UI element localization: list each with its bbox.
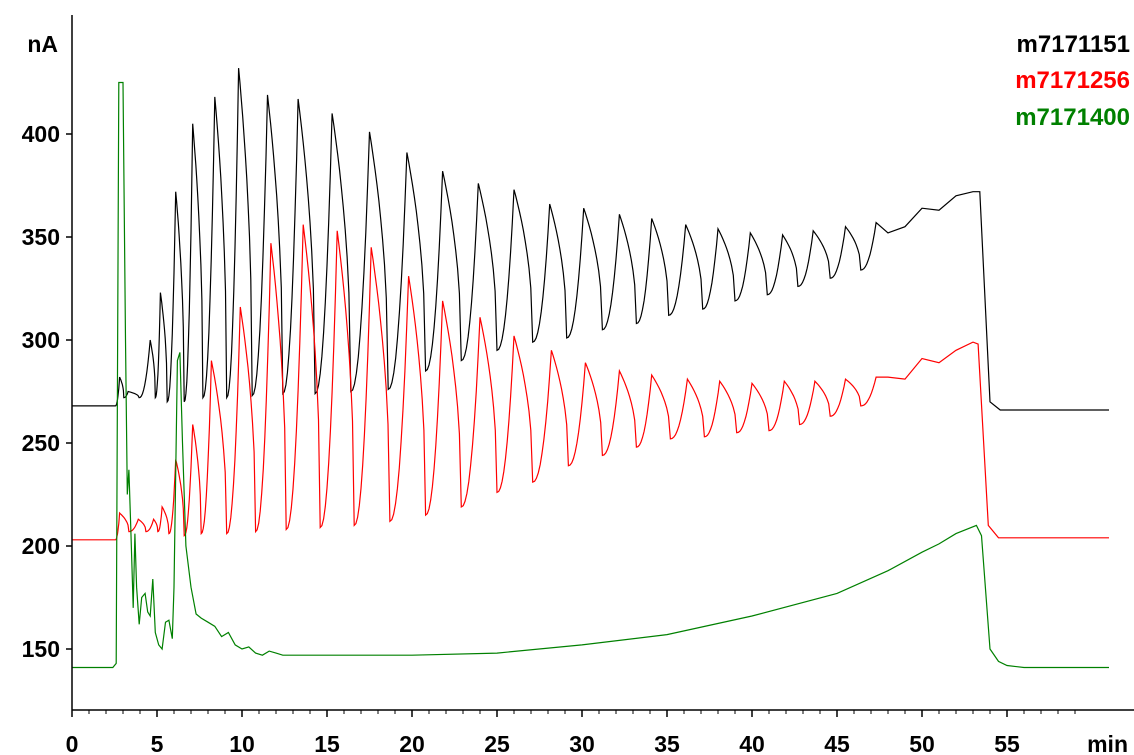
legend-entry-m7171151: m7171151 [1017, 31, 1130, 58]
series-line-m7171151 [72, 68, 1109, 411]
x-tick-label-5: 5 [151, 731, 164, 755]
axes: 150 200 250 300 350 400 0 5 10 15 20 25 30 35 40 45 50 55 [22, 15, 1134, 755]
x-tick-label-10: 10 [229, 731, 255, 755]
x-tick-label-50: 50 [909, 731, 935, 755]
legend-entry-m7171256: m7171256 [1015, 67, 1130, 94]
series-line-m7171256 [72, 224, 1109, 541]
x-tick-label-15: 15 [314, 731, 340, 755]
legend: m7171151 m7171256 m7171400 [1015, 31, 1130, 131]
y-tick-label-150: 150 [22, 636, 60, 662]
x-tick-label-40: 40 [739, 731, 765, 755]
x-tick-label-0: 0 [66, 731, 79, 755]
x-tick-label-45: 45 [824, 731, 850, 755]
y-tick-label-400: 400 [22, 121, 60, 147]
y-tick-label-300: 300 [22, 327, 60, 353]
y-tick-label-200: 200 [22, 533, 60, 559]
series-lines [72, 68, 1109, 669]
x-axis-label: min [1087, 731, 1128, 755]
y-axis-label: nA [27, 31, 58, 57]
y-tick-label-350: 350 [22, 224, 60, 250]
y-tick-label-250: 250 [22, 430, 60, 456]
x-tick-label-20: 20 [399, 731, 425, 755]
x-tick-label-35: 35 [654, 731, 680, 755]
x-tick-label-30: 30 [569, 731, 595, 755]
series-line-m7171400 [72, 81, 1109, 669]
x-tick-label-25: 25 [484, 731, 510, 755]
legend-entry-m7171400: m7171400 [1015, 104, 1130, 131]
x-tick-label-55: 55 [994, 731, 1020, 755]
